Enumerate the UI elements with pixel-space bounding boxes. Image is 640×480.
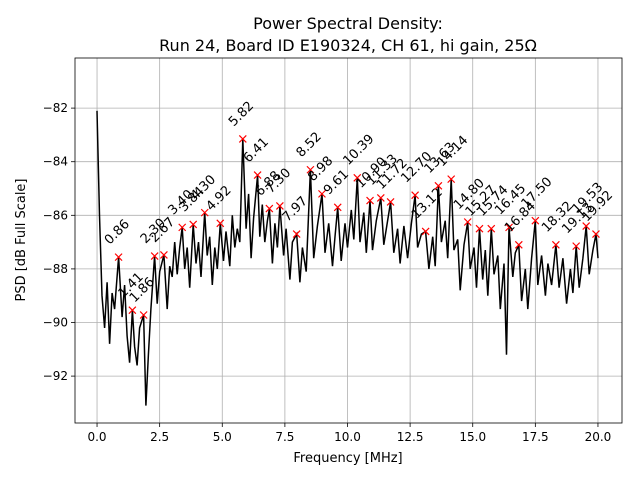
- peak-label: 0.86: [102, 217, 133, 248]
- x-tick-label: 10.0: [334, 430, 361, 444]
- y-tick-label: −92: [43, 369, 68, 383]
- x-tick-label: 17.5: [522, 430, 549, 444]
- y-tick-label: −82: [43, 101, 68, 115]
- peak-label: 5.82: [226, 99, 257, 130]
- peak-marker: [150, 252, 159, 260]
- peak-marker-stroke: [114, 253, 123, 262]
- peak-marker: [159, 251, 168, 259]
- peak-marker: [216, 219, 225, 228]
- peak-label: 2.67: [147, 215, 178, 246]
- psd-line: [96, 110, 599, 406]
- y-tick-label: −90: [43, 316, 68, 330]
- peak-marker-stroke: [189, 220, 198, 229]
- peak-marker-stroke: [159, 251, 168, 259]
- peak-marker-stroke: [514, 240, 523, 249]
- peak-marker: [434, 181, 443, 190]
- peak-marker-stroke: [411, 191, 420, 200]
- peak-marker: [551, 240, 560, 249]
- peak-marker-stroke: [434, 181, 443, 190]
- peak-marker: [386, 197, 395, 206]
- peak-marker: [376, 193, 385, 202]
- peak-marker-stroke: [582, 222, 591, 230]
- peak-marker-stroke: [178, 223, 187, 232]
- peak-marker: [463, 218, 472, 226]
- peak-marker-stroke: [551, 240, 560, 249]
- x-tick-label: 7.5: [275, 430, 294, 444]
- peak-marker: [514, 240, 523, 249]
- y-axis-label: PSD [dB Full Scale]: [14, 178, 29, 301]
- peak-marker: [265, 204, 274, 213]
- x-tick-label: 2.5: [150, 430, 169, 444]
- peak-marker-stroke: [463, 218, 472, 226]
- peak-marker-stroke: [306, 165, 315, 174]
- x-tick-label: 20.0: [585, 430, 612, 444]
- peak-marker: [411, 191, 420, 200]
- peak-marker: [366, 196, 374, 205]
- x-tick-label: 5.0: [213, 430, 232, 444]
- peak-marker: [292, 230, 301, 238]
- peak-marker-stroke: [333, 203, 342, 212]
- peak-marker: [421, 227, 430, 236]
- peak-marker: [253, 171, 262, 180]
- peak-marker: [200, 208, 209, 217]
- peak-marker-stroke: [531, 216, 540, 225]
- peak-marker: [275, 202, 284, 210]
- peak-marker: [487, 224, 496, 233]
- peak-marker-stroke: [572, 242, 581, 251]
- peak-marker-stroke: [505, 223, 513, 232]
- peak-marker: [318, 189, 326, 198]
- x-axis-label: Frequency [MHz]: [293, 451, 402, 466]
- peak-marker-stroke: [128, 306, 137, 315]
- peak-marker-stroke: [139, 311, 148, 319]
- peak-marker: [178, 223, 187, 232]
- peak-marker-stroke: [200, 208, 209, 217]
- peak-marker: [475, 224, 484, 233]
- peak-marker: [139, 311, 148, 319]
- peak-marker: [505, 223, 513, 232]
- peak-label: 7.30: [263, 166, 294, 197]
- peak-marker-stroke: [366, 196, 374, 205]
- peak-marker-stroke: [275, 202, 284, 210]
- chart-subtitle: Run 24, Board ID E190324, CH 61, hi gain…: [159, 36, 537, 55]
- peak-marker-stroke: [150, 252, 159, 260]
- peak-marker: [238, 135, 247, 143]
- peak-marker-stroke: [216, 219, 225, 228]
- peak-marker: [114, 253, 123, 262]
- peak-marker-stroke: [318, 189, 326, 198]
- peak-marker-stroke: [265, 204, 274, 213]
- peak-label: 6.41: [241, 135, 272, 166]
- peak-marker-stroke: [475, 224, 484, 233]
- y-tick-label: −84: [43, 155, 68, 169]
- peak-marker: [572, 242, 581, 251]
- peak-label: 8.52: [294, 129, 325, 160]
- peak-marker: [128, 306, 137, 315]
- peak-marker-stroke: [292, 230, 301, 238]
- peak-marker-stroke: [592, 230, 600, 238]
- peak-marker: [447, 175, 456, 184]
- peak-marker: [353, 173, 362, 182]
- peak-marker-stroke: [253, 171, 262, 180]
- x-tick-label: 15.0: [459, 430, 486, 444]
- peak-marker-stroke: [238, 135, 247, 143]
- peak-marker: [582, 222, 591, 230]
- peak-marker-stroke: [487, 224, 496, 233]
- peak-marker: [333, 203, 342, 212]
- peak-marker: [189, 220, 198, 229]
- peak-marker-stroke: [447, 175, 456, 184]
- y-tick-label: −86: [43, 208, 68, 222]
- peak-marker-stroke: [353, 173, 362, 182]
- x-tick-label: 12.5: [397, 430, 424, 444]
- plot-frame: [74, 57, 623, 424]
- peak-marker-stroke: [376, 193, 385, 202]
- peak-marker-stroke: [386, 197, 395, 206]
- peak-marker: [592, 230, 600, 238]
- peak-marker: [306, 165, 315, 174]
- y-tick-label: −88: [43, 262, 68, 276]
- peak-marker-stroke: [421, 227, 430, 236]
- chart-title: Power Spectral Density:: [253, 14, 443, 33]
- peak-marker: [531, 216, 540, 225]
- x-tick-label: 0.0: [87, 430, 106, 444]
